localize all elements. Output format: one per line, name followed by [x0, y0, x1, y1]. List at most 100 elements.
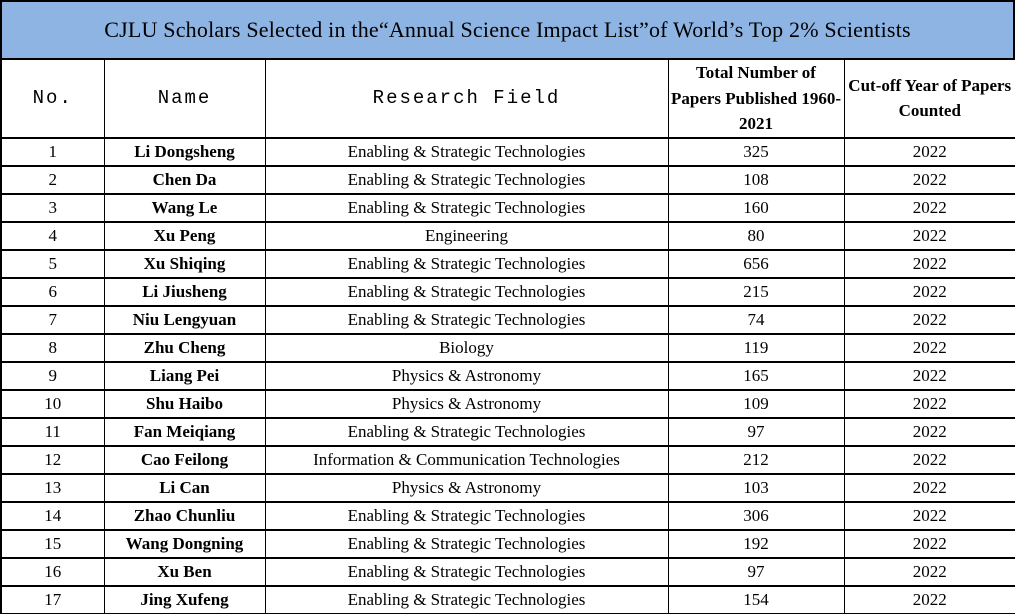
no-cell: 1	[0, 136, 105, 167]
field-cell: Physics & Astronomy	[264, 472, 669, 503]
year-cell: 2022	[843, 556, 1015, 587]
name-cell: Wang Dongning	[103, 528, 266, 559]
name-cell: Cao Feilong	[103, 444, 266, 475]
field-cell: Engineering	[264, 220, 669, 251]
table-row: 13 Li Can Physics & Astronomy 103 2022	[0, 472, 1015, 503]
field-cell: Enabling & Strategic Technologies	[264, 276, 669, 307]
year-cell: 2022	[843, 304, 1015, 335]
field-cell: Enabling & Strategic Technologies	[264, 556, 669, 587]
papers-cell: 154	[667, 584, 845, 614]
name-cell: Xu Peng	[103, 220, 266, 251]
papers-cell: 215	[667, 276, 845, 307]
no-cell: 9	[0, 360, 105, 391]
field-cell: Physics & Astronomy	[264, 360, 669, 391]
table-row: 3 Wang Le Enabling & Strategic Technologie…	[0, 192, 1015, 223]
no-cell: 16	[0, 556, 105, 587]
papers-cell: 165	[667, 360, 845, 391]
year-cell: 2022	[843, 416, 1015, 447]
no-cell: 13	[0, 472, 105, 503]
column-header-cutoff-year: Cut-off Year of Papers Counted	[843, 58, 1015, 139]
no-cell: 4	[0, 220, 105, 251]
no-cell: 10	[0, 388, 105, 419]
year-cell: 2022	[843, 444, 1015, 475]
table-body: 1 Li Dongsheng Enabling & Strategic Techno…	[0, 136, 1015, 614]
year-cell: 2022	[843, 360, 1015, 391]
name-cell: Li Dongsheng	[103, 136, 266, 167]
no-cell: 8	[0, 332, 105, 363]
field-cell: Physics & Astronomy	[264, 388, 669, 419]
table-row: 12 Cao Feilong Information & Communication…	[0, 444, 1015, 475]
no-cell: 12	[0, 444, 105, 475]
table-header: No. Name Research Field Total Number of …	[0, 58, 1015, 139]
papers-cell: 97	[667, 416, 845, 447]
table-row: 1 Li Dongsheng Enabling & Strategic Techno…	[0, 136, 1015, 167]
papers-cell: 212	[667, 444, 845, 475]
name-cell: Zhu Cheng	[103, 332, 266, 363]
no-cell: 5	[0, 248, 105, 279]
column-header-total-papers: Total Number of Papers Published 1960-20…	[667, 58, 845, 139]
papers-cell: 656	[667, 248, 845, 279]
field-cell: Information & Communication Technologies	[264, 444, 669, 475]
papers-cell: 97	[667, 556, 845, 587]
papers-cell: 119	[667, 332, 845, 363]
no-cell: 14	[0, 500, 105, 531]
table-row: 17 Jing Xufeng Enabling & Strategic Techno…	[0, 584, 1015, 614]
name-cell: Li Jiusheng	[103, 276, 266, 307]
papers-cell: 109	[667, 388, 845, 419]
field-cell: Enabling & Strategic Technologies	[264, 416, 669, 447]
name-cell: Fan Meiqiang	[103, 416, 266, 447]
year-cell: 2022	[843, 388, 1015, 419]
name-cell: Xu Ben	[103, 556, 266, 587]
papers-cell: 80	[667, 220, 845, 251]
year-cell: 2022	[843, 248, 1015, 279]
no-cell: 7	[0, 304, 105, 335]
no-cell: 15	[0, 528, 105, 559]
table-row: 9 Liang Pei Physics & Astronomy 165 2022	[0, 360, 1015, 391]
field-cell: Enabling & Strategic Technologies	[264, 136, 669, 167]
no-cell: 11	[0, 416, 105, 447]
table-row: 11 Fan Meiqiang Enabling & Strategic Techn…	[0, 416, 1015, 447]
table-row: 8 Zhu Cheng Biology 119 2022	[0, 332, 1015, 363]
no-cell: 3	[0, 192, 105, 223]
papers-cell: 74	[667, 304, 845, 335]
papers-cell: 160	[667, 192, 845, 223]
table-row: 2 Chen Da Enabling & Strategic Technologie…	[0, 164, 1015, 195]
no-cell: 17	[0, 584, 105, 614]
field-cell: Biology	[264, 332, 669, 363]
papers-cell: 306	[667, 500, 845, 531]
field-cell: Enabling & Strategic Technologies	[264, 192, 669, 223]
table-row: 15 Wang Dongning Enabling & Strategic Tech…	[0, 528, 1015, 559]
year-cell: 2022	[843, 584, 1015, 614]
name-cell: Chen Da	[103, 164, 266, 195]
column-header-no: No.	[0, 58, 105, 139]
table-row: 14 Zhao Chunliu Enabling & Strategic Techn…	[0, 500, 1015, 531]
papers-cell: 108	[667, 164, 845, 195]
name-cell: Li Can	[103, 472, 266, 503]
name-cell: Shu Haibo	[103, 388, 266, 419]
column-header-name: Name	[103, 58, 266, 139]
scholars-table: No. Name Research Field Total Number of …	[0, 58, 1015, 614]
year-cell: 2022	[843, 192, 1015, 223]
header-row: No. Name Research Field Total Number of …	[0, 58, 1015, 139]
papers-cell: 192	[667, 528, 845, 559]
no-cell: 6	[0, 276, 105, 307]
field-cell: Enabling & Strategic Technologies	[264, 248, 669, 279]
table-row: 5 Xu Shiqing Enabling & Strategic Technolo…	[0, 248, 1015, 279]
year-cell: 2022	[843, 332, 1015, 363]
table-row: 16 Xu Ben Enabling & Strategic Technologie…	[0, 556, 1015, 587]
year-cell: 2022	[843, 528, 1015, 559]
year-cell: 2022	[843, 220, 1015, 251]
papers-cell: 103	[667, 472, 845, 503]
field-cell: Enabling & Strategic Technologies	[264, 164, 669, 195]
column-header-research-field: Research Field	[264, 58, 669, 139]
name-cell: Liang Pei	[103, 360, 266, 391]
table-row: 7 Niu Lengyuan Enabling & Strategic Techno…	[0, 304, 1015, 335]
papers-cell: 325	[667, 136, 845, 167]
year-cell: 2022	[843, 500, 1015, 531]
name-cell: Jing Xufeng	[103, 584, 266, 614]
year-cell: 2022	[843, 276, 1015, 307]
field-cell: Enabling & Strategic Technologies	[264, 500, 669, 531]
name-cell: Niu Lengyuan	[103, 304, 266, 335]
field-cell: Enabling & Strategic Technologies	[264, 304, 669, 335]
